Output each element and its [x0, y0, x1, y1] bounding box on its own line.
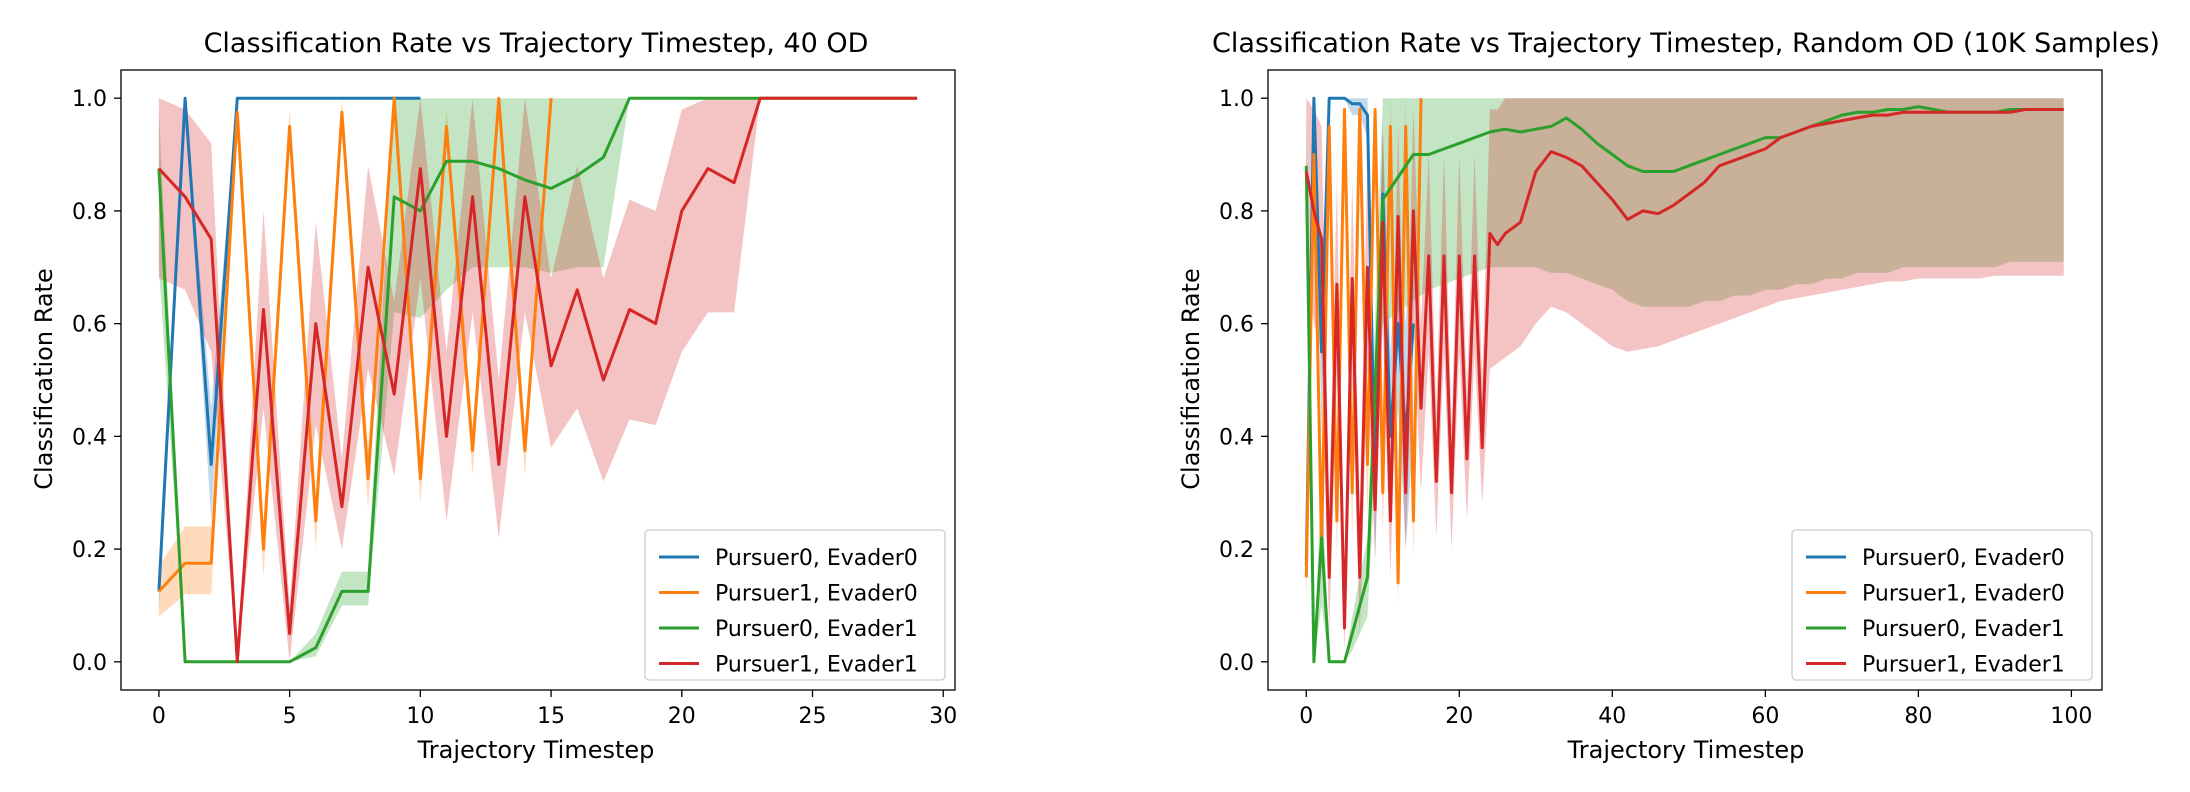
y-tick-label: 1.0 [1219, 87, 1254, 112]
series-lines [1304, 96, 2064, 664]
chart-random-od: Classification Rate vs Trajectory Timest… [1177, 28, 2160, 764]
x-tick-label: 30 [929, 704, 957, 729]
y-tick-label: 0.2 [1219, 538, 1254, 563]
legend-label: Pursuer0, Evader0 [715, 546, 918, 571]
line-series-1 [157, 96, 553, 593]
legend-label: Pursuer0, Evader1 [1862, 617, 2065, 642]
y-tick-label: 0.8 [1219, 200, 1254, 225]
legend-label: Pursuer0, Evader1 [715, 617, 918, 642]
band-series-3 [158, 98, 918, 662]
legend-box [1791, 529, 2093, 681]
y-tick-label: 0.8 [72, 200, 107, 225]
x-tick-label: 40 [1598, 704, 1626, 729]
y-tick-label: 0.0 [72, 651, 107, 676]
legend-label: Pursuer1, Evader0 [715, 582, 918, 607]
x-tick-label: 5 [283, 704, 297, 729]
chart-40-od: Classification Rate vs Trajectory Timest… [30, 28, 957, 764]
band-series-3 [1306, 98, 2064, 651]
legend-box [644, 529, 946, 681]
x-tick-label: 60 [1751, 704, 1779, 729]
x-tick-label: 25 [799, 704, 827, 729]
line-series-0 [157, 96, 421, 592]
band-series-0 [1306, 98, 1414, 595]
x-tick-label: 100 [2050, 704, 2092, 729]
x-axis-label: Trajectory Timestep [417, 736, 655, 764]
x-tick-label: 80 [1904, 704, 1932, 729]
plot-frame [1267, 69, 2103, 691]
y-tick-label: 0.6 [72, 313, 107, 338]
confidence-bands [158, 98, 918, 662]
x-tick-label: 0 [152, 704, 166, 729]
y-tick-label: 0.0 [1219, 651, 1254, 676]
y-tick-label: 0.2 [72, 538, 107, 563]
x-tick-label: 20 [668, 704, 696, 729]
y-tick-label: 0.4 [1219, 425, 1254, 450]
axes: 0 5 10 15 20 25 30 0.0 0.2 0.4 0.6 0.8 1.0 [72, 69, 957, 729]
legend-label: Pursuer1, Evader1 [715, 653, 918, 678]
y-axis-label: Classification Rate [1177, 268, 1205, 489]
legend-label: Pursuer1, Evader0 [1862, 582, 2065, 607]
x-tick-label: 20 [1445, 704, 1473, 729]
band-series-2 [158, 98, 918, 662]
y-tick-label: 0.6 [1219, 313, 1254, 338]
y-tick-label: 1.0 [72, 87, 107, 112]
x-tick-label: 0 [1299, 704, 1313, 729]
y-axis-label: Classification Rate [30, 268, 58, 489]
line-series-2 [1304, 105, 2064, 664]
x-axis-label: Trajectory Timestep [1567, 736, 1805, 764]
chart-title: Classification Rate vs Trajectory Timest… [1212, 28, 2160, 59]
band-series-1 [158, 98, 552, 617]
plot-frame [120, 69, 956, 691]
y-tick-label: 0.4 [72, 425, 107, 450]
chart-title: Classification Rate vs Trajectory Timest… [204, 28, 869, 59]
x-tick-label: 10 [406, 704, 434, 729]
axes: 0 20 40 60 80 100 0.0 0.2 0.4 0.6 0.8 1.0 [1219, 69, 2103, 729]
line-series-3 [1304, 108, 2064, 630]
line-series-3 [157, 96, 918, 664]
legend-label: Pursuer0, Evader0 [1862, 546, 2065, 571]
legend: Pursuer0, Evader0 Pursuer1, Evader0 Pursue… [644, 529, 946, 681]
band-series-2 [1306, 98, 2064, 662]
series-lines [157, 96, 918, 664]
x-tick-label: 15 [537, 704, 565, 729]
legend-label: Pursuer1, Evader1 [1862, 653, 2065, 678]
legend: Pursuer0, Evader0 Pursuer1, Evader0 Pursue… [1791, 529, 2093, 681]
